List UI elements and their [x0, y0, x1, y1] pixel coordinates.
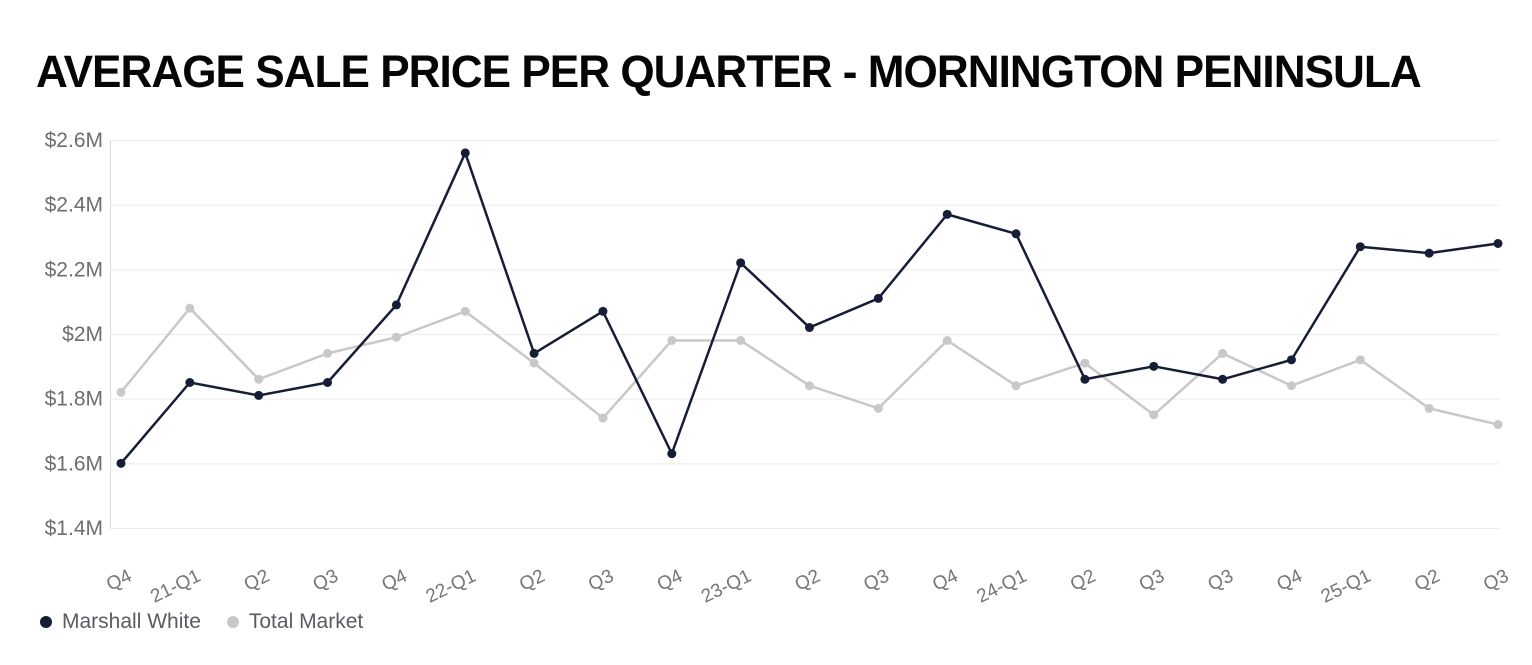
data-point — [529, 358, 539, 368]
x-axis-tick-label: Q4 — [1274, 565, 1306, 595]
data-point — [116, 458, 126, 468]
x-axis-tick-label: Q4 — [379, 565, 411, 595]
data-point — [1011, 381, 1021, 391]
y-axis-tick-label: $1.6M — [45, 452, 103, 475]
data-point — [598, 306, 608, 316]
legend-dot-marshall-white-icon — [40, 616, 52, 628]
y-axis-tick-label: $1.4M — [45, 517, 103, 540]
x-axis-tick-label: Q3 — [861, 566, 893, 596]
y-axis-tick-label: $1.8M — [45, 388, 103, 411]
data-point — [323, 378, 333, 387]
y-axis-tick-label: $2.4M — [45, 194, 103, 217]
data-point — [942, 335, 952, 345]
data-point — [667, 449, 677, 459]
data-point — [529, 348, 539, 358]
legend-label-marshall-white: Marshall White — [62, 610, 201, 633]
data-point — [1424, 248, 1434, 258]
x-axis-tick-label: Q3 — [585, 566, 617, 596]
x-axis-tick-label: Q4 — [654, 565, 686, 595]
data-point — [873, 403, 883, 413]
x-axis-tick-label: 25-Q1 — [1318, 566, 1375, 608]
data-point — [254, 390, 264, 400]
data-point — [1286, 381, 1296, 391]
data-point — [667, 335, 677, 345]
data-point — [736, 335, 746, 345]
x-axis-tick-label: Q2 — [241, 566, 273, 596]
data-point — [942, 209, 952, 219]
data-point — [1149, 410, 1159, 420]
data-point — [1355, 242, 1365, 252]
data-point — [736, 258, 746, 268]
chart-title: AVERAGE SALE PRICE PER QUARTER - MORNING… — [36, 46, 1422, 97]
data-point — [805, 323, 814, 333]
data-point — [254, 374, 264, 384]
data-point — [116, 387, 126, 397]
data-point — [1493, 238, 1503, 248]
data-point — [391, 300, 401, 310]
x-axis-tick-label: Q4 — [929, 565, 961, 595]
series-line — [119, 151, 1500, 465]
data-point — [1355, 355, 1365, 365]
data-point — [185, 303, 195, 313]
data-point — [460, 148, 470, 158]
legend-item-marshall-white[interactable]: Marshall White — [40, 610, 201, 634]
x-axis-tick-label: Q3 — [1480, 566, 1512, 596]
data-point — [460, 306, 470, 316]
data-point — [1424, 403, 1434, 413]
data-point — [323, 348, 333, 358]
data-point — [598, 413, 608, 423]
chart-legend: Marshall White Total Market — [40, 610, 363, 634]
x-axis-tick-label: Q3 — [310, 566, 342, 596]
y-axis-tick-label: $2M — [62, 323, 103, 346]
data-point — [805, 381, 814, 391]
y-axis-tick-label: $2.2M — [45, 258, 103, 281]
data-point — [873, 293, 883, 303]
x-axis-tick-label: 21-Q1 — [147, 566, 204, 608]
data-point — [391, 332, 401, 342]
data-point — [1218, 348, 1228, 358]
data-point — [1218, 374, 1228, 384]
y-axis-tick-label: $2.6M — [45, 129, 103, 152]
x-axis-tick-label: 22-Q1 — [423, 566, 480, 608]
x-axis-tick-label: 23-Q1 — [698, 566, 755, 608]
x-axis-tick-label: Q3 — [1205, 566, 1237, 596]
x-axis-tick-label: Q2 — [792, 566, 824, 596]
data-point — [1080, 358, 1090, 368]
x-axis-tick-label: 24-Q1 — [974, 566, 1031, 608]
x-axis-tick-label: Q2 — [1067, 566, 1099, 596]
data-point — [1149, 361, 1159, 371]
data-point — [185, 378, 195, 387]
legend-dot-total-market-icon — [226, 616, 239, 628]
data-point — [1286, 355, 1296, 365]
data-point — [1011, 229, 1021, 239]
legend-item-total-market[interactable]: Total Market — [226, 610, 364, 634]
data-point — [1493, 420, 1503, 430]
x-axis-tick-label: Q3 — [1136, 566, 1168, 596]
x-axis-tick-label: Q4 — [103, 565, 135, 595]
data-point — [1080, 374, 1090, 384]
legend-label-total-market: Total Market — [248, 610, 364, 633]
x-axis-tick-label: Q2 — [516, 566, 548, 596]
x-axis-tick-label: Q2 — [1411, 566, 1443, 596]
